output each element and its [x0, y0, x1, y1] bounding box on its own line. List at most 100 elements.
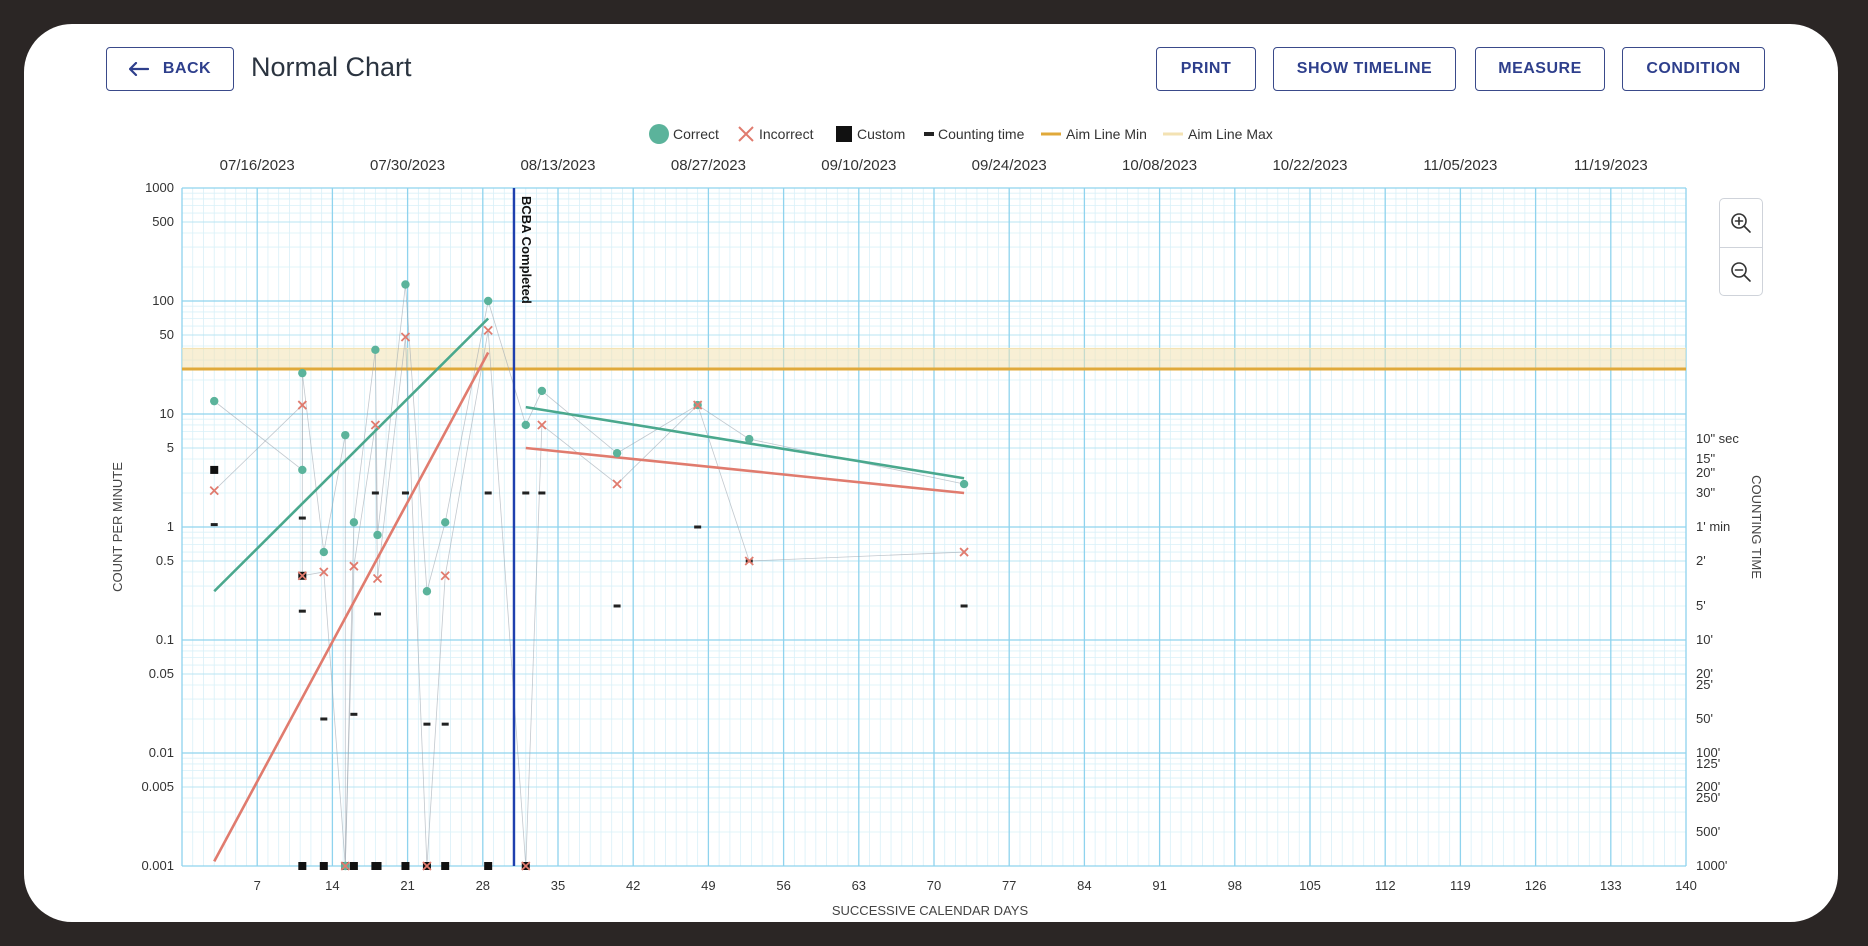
date-tick-label: 07/30/2023: [370, 157, 445, 174]
measure-button[interactable]: MEASURE: [1475, 47, 1605, 91]
incorrect-point: [297, 571, 307, 581]
x-tick-label: 35: [551, 878, 565, 893]
incorrect-point: [340, 861, 350, 871]
correct-point: [298, 368, 307, 378]
counting-time-tick-label: 15": [1696, 451, 1715, 466]
aim-band: [182, 348, 1686, 370]
incorrect-point: [349, 561, 359, 571]
celeration-line-correct: [213, 317, 490, 593]
legend-label: Custom: [857, 126, 905, 142]
chart-legend: [649, 124, 1183, 144]
y-tick-label: 0.1: [156, 632, 174, 647]
chart-grid: [181, 187, 1687, 867]
legend-label: Correct: [673, 126, 719, 142]
celeration-line-incorrect: [525, 446, 965, 495]
incorrect-point: [521, 861, 531, 871]
date-tick-label: 10/22/2023: [1272, 157, 1347, 174]
counting-time-mark: [298, 609, 306, 613]
series-connector-incorrect: [213, 330, 965, 867]
date-tick-label: 11/19/2023: [1574, 157, 1648, 174]
condition-button[interactable]: CONDITION: [1622, 47, 1765, 91]
x-tick-label: 119: [1450, 878, 1471, 893]
celeration-line-incorrect: [213, 351, 490, 862]
correct-point: [745, 434, 754, 444]
incorrect-point: [319, 567, 329, 577]
counting-time-tick-label: 20": [1696, 465, 1715, 480]
x-tick-label: 28: [476, 878, 490, 893]
counting-time-tick-label: 50': [1696, 711, 1713, 726]
correct-point: [371, 345, 380, 354]
counting-time-tick-label: 10" sec: [1696, 431, 1739, 446]
correct-point: [401, 280, 410, 289]
legend-marker-counting-time: [924, 132, 934, 136]
x-tick-label: 77: [1002, 878, 1016, 893]
correct-point: [483, 296, 493, 306]
incorrect-point: [370, 420, 381, 430]
y-tick-label: 50: [160, 327, 174, 342]
custom-point: [319, 862, 328, 870]
incorrect-point: [372, 573, 383, 584]
x-tick-label: 63: [852, 878, 866, 893]
incorrect-point: [537, 420, 547, 430]
date-tick-label: 09/10/2023: [821, 157, 896, 174]
legend-label: Counting time: [938, 126, 1025, 142]
counting-time-tick-label: 25': [1696, 677, 1713, 692]
page-title: Normal Chart: [251, 52, 412, 82]
counting-time-tick-label: 2': [1696, 553, 1706, 568]
incorrect-point: [483, 325, 493, 335]
zoom-out-button[interactable]: [1720, 248, 1762, 296]
phase-line-label: BCBA Completed: [519, 196, 534, 304]
counting-time-tick-label: 200': [1696, 779, 1720, 794]
zoom-controls: [1719, 198, 1763, 296]
correct-point: [373, 530, 382, 540]
counting-time-mark: [320, 717, 328, 721]
y-tick-label: 0.5: [156, 553, 174, 568]
y-tick-label: 100: [152, 293, 174, 308]
custom-point: [373, 862, 382, 870]
counting-time-mark: [522, 491, 530, 495]
legend-label: Aim Line Max: [1188, 126, 1273, 142]
counting-time-mark: [401, 491, 409, 495]
incorrect-point: [959, 547, 969, 557]
counting-time-mark: [298, 516, 306, 520]
y-tick-label: 1: [167, 519, 174, 534]
correct-point: [521, 420, 530, 430]
correct-point: [319, 547, 329, 557]
y2-axis-label: COUNTING TIME: [1749, 475, 1764, 579]
x-tick-label: 84: [1077, 878, 1091, 893]
correct-point: [612, 448, 622, 458]
correct-point: [349, 518, 359, 527]
incorrect-point: [612, 479, 622, 489]
x-tick-label: 56: [776, 878, 790, 893]
incorrect-point: [440, 571, 450, 581]
y-axis-label: COUNT PER MINUTE: [110, 462, 125, 592]
counting-time-mark: [441, 722, 449, 726]
counting-time-tick-label: 100': [1696, 745, 1720, 760]
legend-marker-incorrect: [738, 126, 754, 142]
y-tick-label: 0.005: [141, 779, 174, 794]
arrow-left-icon: [128, 61, 149, 77]
counting-time-mark: [210, 523, 218, 527]
counting-time-tick-label: 1' min: [1696, 519, 1730, 534]
show-timeline-button[interactable]: SHOW TIMELINE: [1273, 47, 1456, 91]
x-tick-label: 70: [927, 878, 941, 893]
x-axis-label: SUCCESSIVE CALENDAR DAYS: [832, 903, 1029, 918]
y-tick-label: 5: [167, 440, 174, 455]
counting-time-mark: [423, 722, 431, 726]
print-button[interactable]: PRINT: [1156, 47, 1256, 91]
incorrect-point: [297, 400, 307, 410]
date-tick-label: 08/27/2023: [671, 157, 746, 174]
counting-time-tick-label: 250': [1696, 790, 1720, 805]
custom-point: [349, 862, 358, 870]
back-button[interactable]: BACK: [106, 47, 234, 91]
custom-point: [298, 862, 307, 870]
counting-time-mark: [613, 604, 621, 608]
counting-time-tick-label: 30": [1696, 485, 1715, 500]
x-tick-label: 98: [1228, 878, 1242, 893]
custom-point: [441, 862, 450, 870]
x-tick-label: 91: [1152, 878, 1166, 893]
correct-point: [341, 430, 350, 440]
incorrect-point: [744, 556, 754, 566]
counting-time-mark: [350, 712, 358, 716]
zoom-in-button[interactable]: [1720, 199, 1762, 247]
